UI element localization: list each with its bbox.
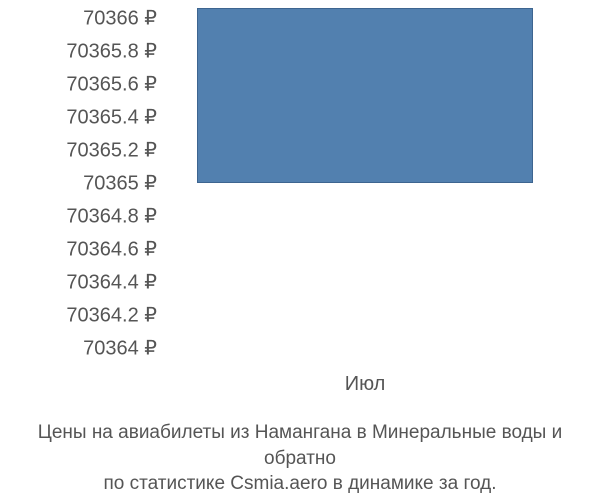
y-tick: 70364.4 ₽ — [66, 270, 157, 295]
bar-jul — [197, 8, 533, 183]
y-tick: 70365.6 ₽ — [66, 72, 157, 97]
chart-caption: Цены на авиабилеты из Намангана в Минера… — [0, 420, 600, 497]
y-tick: 70364.6 ₽ — [66, 237, 157, 262]
y-tick: 70366 ₽ — [83, 6, 157, 31]
y-tick: 70365 ₽ — [83, 171, 157, 196]
y-tick: 70365.4 ₽ — [66, 105, 157, 130]
y-tick: 70365.2 ₽ — [66, 138, 157, 163]
x-axis-label: Июл — [345, 373, 386, 396]
y-tick: 70364.2 ₽ — [66, 303, 157, 328]
y-tick: 70365.8 ₽ — [66, 39, 157, 64]
caption-line-1: Цены на авиабилеты из Намангана в Минера… — [0, 420, 600, 471]
y-tick: 70364.8 ₽ — [66, 204, 157, 229]
plot-area — [180, 18, 550, 348]
caption-line-2: по статистике Csmia.aero в динамике за г… — [0, 471, 600, 497]
y-tick: 70364 ₽ — [83, 336, 157, 361]
